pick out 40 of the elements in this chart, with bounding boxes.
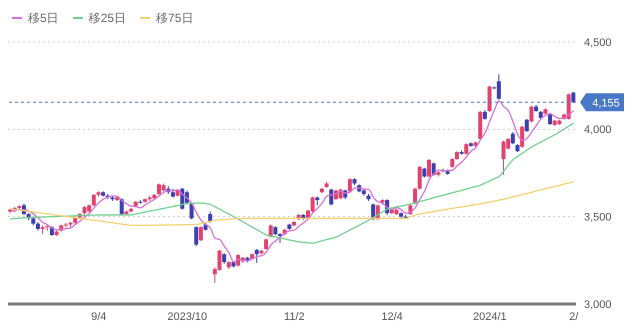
x-tick-label: 11/2 bbox=[284, 310, 305, 323]
candlestick bbox=[329, 188, 334, 206]
candlestick bbox=[413, 187, 418, 205]
candlestick bbox=[524, 118, 529, 132]
x-tick-label: 2/ bbox=[569, 310, 580, 323]
x-tick-label: 2023/10 bbox=[167, 310, 208, 323]
line-series bbox=[10, 100, 574, 263]
candlestick bbox=[427, 158, 432, 178]
candlestick bbox=[464, 142, 468, 156]
legend-label: 移75日 bbox=[156, 10, 194, 26]
candlestick bbox=[348, 178, 352, 193]
y-tick-label: 3,000 bbox=[584, 298, 612, 311]
y-tick-label: 4,500 bbox=[584, 36, 612, 49]
candlestick bbox=[502, 140, 506, 176]
candlestick bbox=[254, 248, 259, 264]
candlestick bbox=[194, 226, 198, 247]
candlestick bbox=[450, 158, 454, 168]
candlestick bbox=[510, 131, 515, 145]
line-series bbox=[10, 122, 574, 244]
candlestick bbox=[208, 210, 212, 224]
candlestick bbox=[120, 198, 124, 216]
legend-label: 移25日 bbox=[88, 10, 126, 26]
x-tick-label: 12/4 bbox=[381, 310, 403, 323]
candlestick bbox=[278, 232, 282, 244]
candlestick bbox=[422, 167, 426, 178]
candlestick bbox=[264, 238, 268, 250]
line-series bbox=[10, 181, 574, 226]
candlestick bbox=[222, 252, 226, 264]
candlestick bbox=[482, 110, 487, 120]
candlestick bbox=[520, 125, 524, 148]
legend-label: 移5日 bbox=[28, 10, 59, 26]
candlestick bbox=[92, 193, 96, 207]
candlestick bbox=[418, 166, 422, 190]
candlestick bbox=[198, 226, 203, 242]
y-tick-label: 3,500 bbox=[584, 212, 612, 224]
ref-line-label: 4,155 bbox=[592, 97, 620, 110]
x-tick-label: 9/4 bbox=[91, 310, 106, 323]
candlestick bbox=[529, 105, 534, 123]
y-tick-label: 4,000 bbox=[584, 124, 612, 136]
x-tick-label: 2024/1 bbox=[473, 310, 507, 323]
